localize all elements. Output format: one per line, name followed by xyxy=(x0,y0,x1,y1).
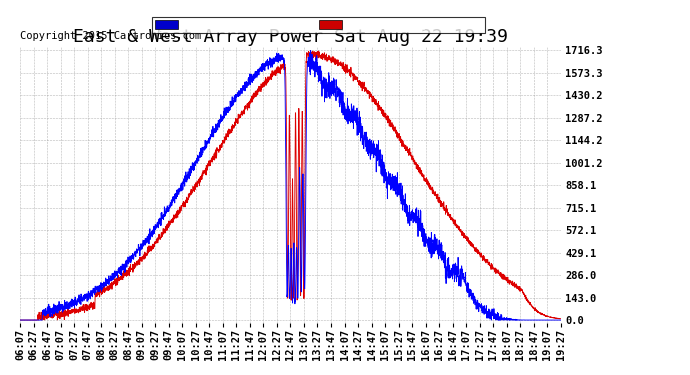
Legend: East Array  (DC Watts), West Array  (DC Watts): East Array (DC Watts), West Array (DC Wa… xyxy=(152,16,485,33)
Text: Copyright 2015 Cartronics.com: Copyright 2015 Cartronics.com xyxy=(20,31,201,41)
Title: East & West Array Power Sat Aug 22 19:39: East & West Array Power Sat Aug 22 19:39 xyxy=(73,28,508,46)
